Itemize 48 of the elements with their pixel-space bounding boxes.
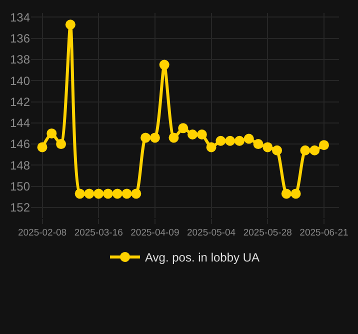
point [140, 132, 151, 143]
point [206, 142, 216, 152]
point [225, 136, 236, 146]
point [300, 145, 310, 156]
point [272, 145, 282, 156]
y-tick-label: 138 [10, 52, 30, 67]
point [188, 130, 198, 140]
point [178, 123, 188, 134]
point [65, 20, 76, 30]
point [318, 140, 329, 150]
point [46, 128, 57, 138]
point [74, 188, 85, 199]
point [37, 142, 48, 152]
y-tick-label: 150 [10, 180, 30, 194]
y-tick-label: 136 [10, 32, 30, 46]
point [281, 188, 292, 199]
point [84, 188, 94, 199]
point [234, 136, 244, 146]
point [168, 132, 179, 143]
x-tick-label: 2025-06-21 [300, 227, 348, 238]
point [131, 188, 142, 199]
point [159, 60, 170, 70]
point [253, 139, 264, 150]
x-tick-label: 2025-03-16 [74, 227, 123, 238]
x-tick-label: 2025-04-09 [130, 227, 180, 238]
point [244, 134, 254, 144]
point [94, 188, 104, 199]
point [262, 142, 273, 152]
y-tick-label: 134 [10, 10, 30, 24]
point [310, 145, 320, 156]
y-tick-label: 148 [10, 158, 30, 172]
point [56, 139, 66, 150]
y-tick-label: 152 [10, 200, 30, 215]
y-tick-label: 140 [10, 74, 30, 88]
legend-label: Avg. pos. in lobby UA [145, 250, 260, 265]
y-tick-label: 142 [10, 94, 30, 109]
point [216, 136, 226, 146]
x-tick-label: 2025-05-04 [186, 227, 236, 238]
point [150, 132, 160, 143]
y-tick-label: 146 [10, 137, 30, 152]
x-tick-label: 2025-02-08 [18, 227, 67, 238]
point [196, 130, 207, 140]
point [112, 188, 122, 199]
x-tick-label: 2025-05-28 [243, 227, 292, 238]
point [103, 188, 113, 199]
y-tick-label: 144 [10, 116, 30, 130]
point [122, 188, 132, 199]
point [290, 188, 301, 199]
